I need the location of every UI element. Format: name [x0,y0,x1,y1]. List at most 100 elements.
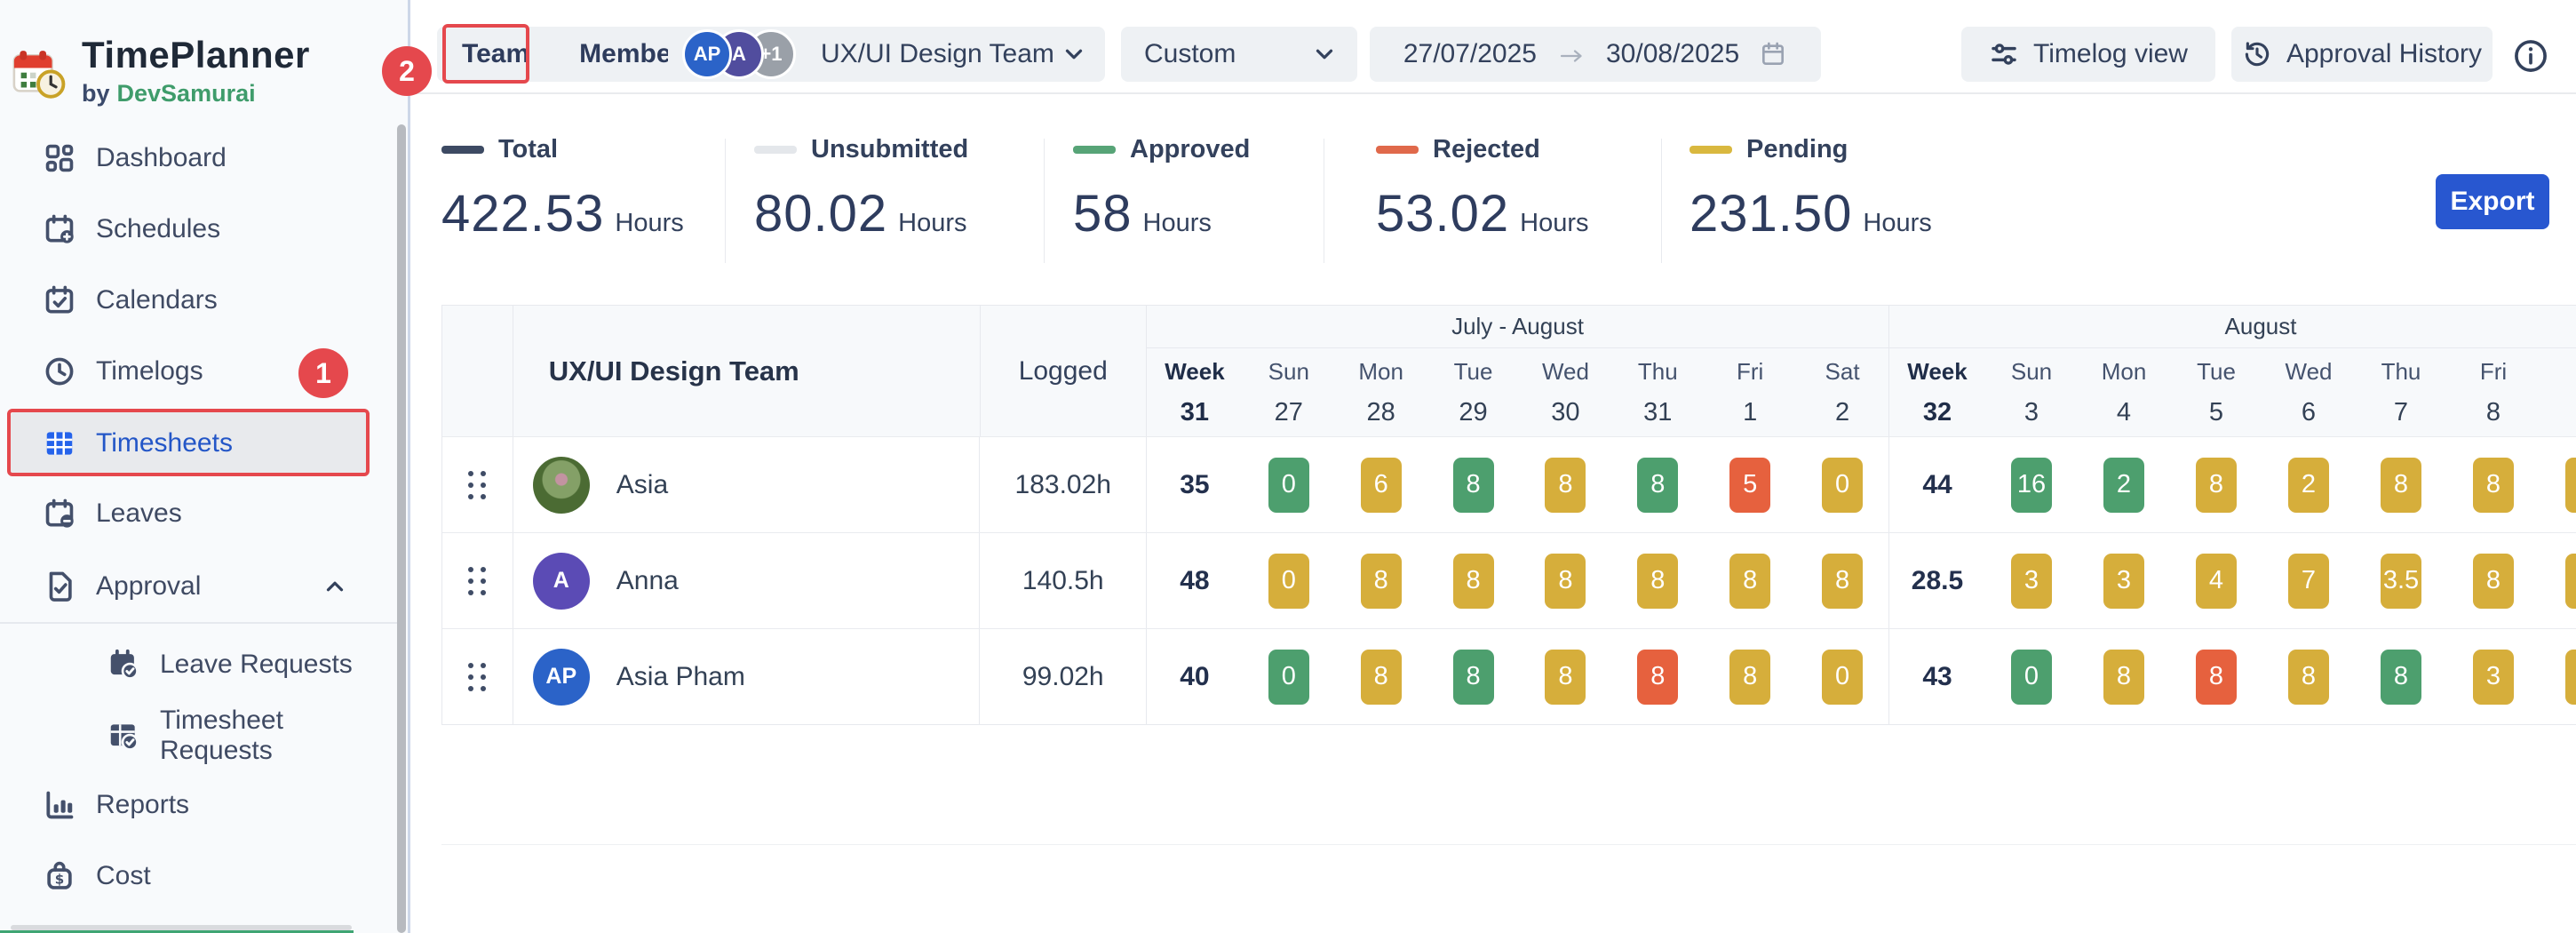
hours-chip[interactable]: 3.5 [2381,553,2421,609]
calendar-approve-icon [107,648,140,682]
header-day-fri-1: Fri 1 [1704,348,1796,436]
hours-chip[interactable]: 16 [2011,457,2052,513]
timelog-view-button[interactable]: Timelog view [1961,27,2215,82]
day-name: Wed [2285,357,2333,385]
hours-chip[interactable]: 0 [1822,457,1864,513]
team-select-value: UX/UI Design Team [821,39,1054,68]
drag-handle[interactable] [442,629,513,724]
arrow-right-icon [1556,44,1586,65]
week-group-31: 40 0 8 8 8 8 8 0 [1147,629,1889,724]
stat-value: 422.53 [441,185,605,243]
sidebar-item-timesheet-requests[interactable]: Timesheet Requests [11,705,394,767]
sidebar-item-timelogs[interactable]: Timelogs [11,340,394,403]
sidebar-item-calendars[interactable]: Calendars [11,269,394,331]
approval-history-label: Approval History [2286,39,2483,68]
hours-chip[interactable]: 0 [1822,649,1864,705]
hours-chip[interactable]: 8 [2103,649,2144,705]
hours-chip[interactable]: 3 [2011,553,2052,609]
hours-chip[interactable]: 5 [1729,457,1771,513]
drag-handle[interactable] [442,437,513,532]
hours-chip[interactable]: 3 [2473,649,2514,705]
hours-chip[interactable]: 8 [2473,553,2514,609]
hours-chip[interactable]: 8 [1729,649,1771,705]
tab-team[interactable]: Team [462,39,530,68]
hours-chip[interactable]: 8 [1452,649,1494,705]
sidebar-item-dashboard[interactable]: Dashboard [11,127,394,189]
hours-chip[interactable]: 8 [1637,457,1679,513]
tab-member[interactable]: Member [579,39,682,68]
bar-chart-icon [43,788,76,822]
hours-chip[interactable]: 8 [1637,649,1679,705]
approval-history-button[interactable]: Approval History [2231,27,2493,82]
hours-chip[interactable]: 2 [2288,457,2329,513]
week-number: 31 [1180,397,1210,427]
export-button[interactable]: Export [2436,174,2549,229]
day-cell: 0 [1796,437,1888,532]
hours-chip[interactable]: 8 [1545,553,1586,609]
annotation-rect-team-tab [442,24,529,84]
hours-chip[interactable]: 3 [2103,553,2144,609]
sidebar-item-approval[interactable]: Approval [11,555,394,618]
hours-chip[interactable]: 8 [2381,457,2421,513]
sidebar-item-reports[interactable]: Reports [11,774,394,836]
chevron-down-icon [1311,41,1338,68]
sidebar-item-schedules[interactable]: Schedules [11,198,394,260]
sidebar-item-cost[interactable]: $ Cost [11,845,394,907]
sidebar-item-timesheets[interactable]: Timesheets [11,411,370,475]
week-total: 35 [1180,469,1210,499]
hours-chip[interactable]: 8 [2473,457,2514,513]
hours-chip[interactable]: 0 [1268,457,1309,513]
hours-chip[interactable]: 8 [1360,553,1402,609]
hours-chip[interactable]: 8 [1545,649,1586,705]
team-select[interactable]: AP A +1 UX/UI Design Team [668,27,1105,82]
day-cell: 8 [2170,629,2262,724]
hours-chip[interactable]: 7 [2288,553,2329,609]
hours-chip[interactable]: 8 [1360,649,1402,705]
hours-chip[interactable]: 8 [1452,457,1494,513]
week-total: 44 [1922,469,1952,499]
hours-chip[interactable]: 6 [1360,457,1402,513]
stats-divider [1661,139,1662,263]
header-day-tue-29: Tue 29 [1427,348,1520,436]
table-row-asia: Asia 183.02h 35 0 6 8 8 8 5 0 44 16 2 8 2 8 8 [442,436,2576,532]
app-title: TimePlanner [82,34,310,76]
hours-chip[interactable]: 8 [1822,553,1864,609]
stat-value: 231.50 [1690,185,1853,243]
member-name: Asia Pham [616,661,745,691]
hours-chip[interactable]: 8 [2196,649,2237,705]
day-name: Thu [1637,357,1678,385]
sidebar-item-leaves[interactable]: Leaves [11,482,394,545]
info-icon[interactable] [2512,37,2549,75]
day-date: 4 [2116,397,2132,427]
table-header: UX/UI Design Team Logged July - August Week… [442,306,2576,436]
hours-chip[interactable]: 8 [1452,553,1494,609]
hours-chip[interactable] [2565,457,2576,513]
day-name: Thu [2381,357,2421,385]
sidebar-item-leave-requests[interactable]: Leave Requests [11,634,394,696]
chevron-up-icon [322,573,348,600]
hours-chip[interactable]: 0 [1268,553,1309,609]
header-day-tue-5: Tue 5 [2170,348,2262,436]
hours-chip[interactable]: 8 [1545,457,1586,513]
hours-chip[interactable] [2565,553,2576,609]
drag-handle-icon [468,470,487,499]
hours-chip[interactable]: 2 [2103,457,2144,513]
sidebar-scrollbar[interactable] [397,124,406,933]
hours-chip[interactable] [2565,649,2576,705]
stat-dash-total [441,146,484,154]
hours-chip[interactable]: 8 [1729,553,1771,609]
day-cell: 5 [1704,437,1796,532]
hours-chip[interactable]: 0 [2011,649,2052,705]
hours-chip[interactable]: 8 [2381,649,2421,705]
day-cell: 16 [1985,437,2078,532]
date-range-picker[interactable]: 27/07/2025 30/08/2025 [1370,27,1821,82]
hours-chip[interactable]: 4 [2196,553,2237,609]
stat-value: 58 [1073,185,1133,243]
drag-handle[interactable] [442,533,513,628]
hours-chip[interactable]: 8 [1637,553,1679,609]
hours-chip[interactable]: 8 [2288,649,2329,705]
hours-chip[interactable]: 8 [2196,457,2237,513]
team-avatar-group: AP A +1 [682,29,798,79]
hours-chip[interactable]: 0 [1268,649,1309,705]
date-preset-select[interactable]: Custom [1121,27,1357,82]
